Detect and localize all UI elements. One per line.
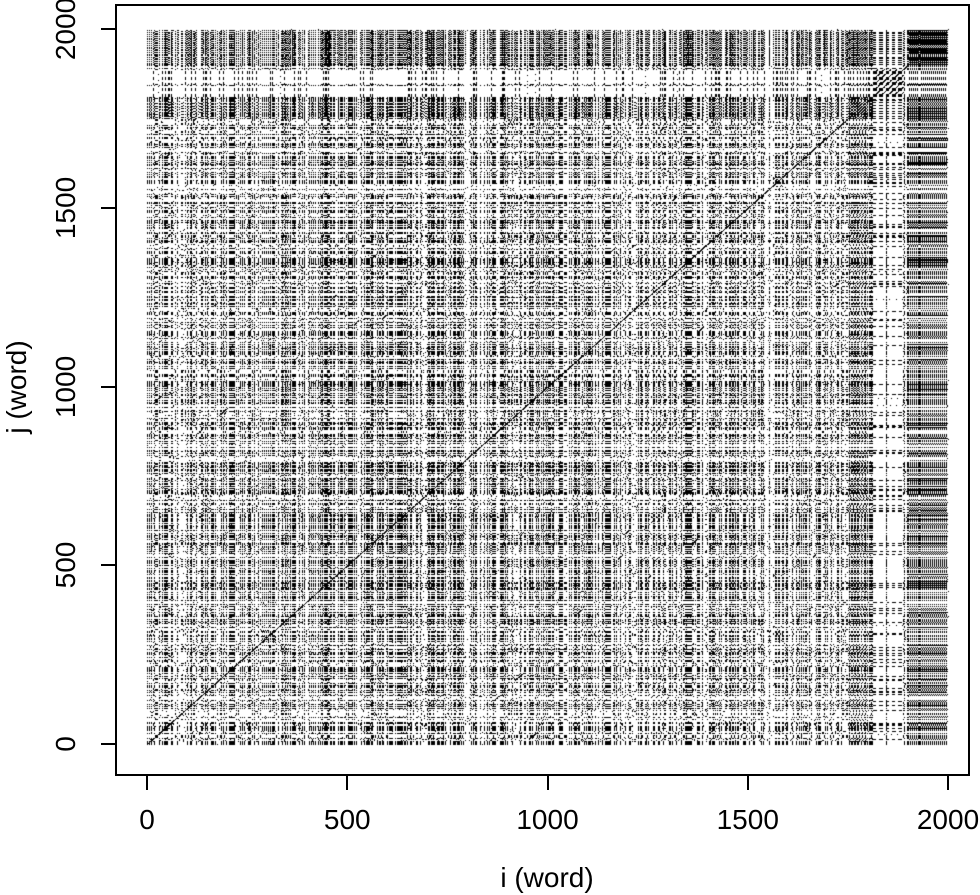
- x-tick-label: 1000: [516, 804, 579, 835]
- x-tick-mark: [746, 776, 749, 790]
- y-tick-mark: [101, 28, 115, 30]
- y-tick-label: 0: [50, 736, 81, 752]
- x-tick-label: 500: [323, 804, 371, 835]
- x-tick-mark: [146, 776, 148, 790]
- y-tick-mark: [101, 743, 115, 745]
- x-tick-label: 2000: [916, 804, 980, 835]
- x-tick-mark: [546, 776, 549, 790]
- y-tick-mark: [101, 564, 115, 567]
- y-axis-title: j (word): [1, 340, 32, 434]
- y-tick-label: 1000: [50, 355, 81, 418]
- x-tick-mark: [947, 776, 949, 790]
- x-tick-label: 1500: [716, 804, 779, 835]
- y-tick-mark: [101, 385, 115, 388]
- recurrence-plot-canvas: [117, 6, 968, 774]
- y-tick-label: 500: [50, 541, 81, 589]
- y-tick-mark: [101, 206, 115, 209]
- y-tick-label: 1500: [50, 176, 81, 239]
- x-tick-mark: [346, 776, 349, 790]
- y-tick-label: 2000: [50, 0, 81, 61]
- x-axis-title: i (word): [500, 862, 594, 893]
- x-tick-label: 0: [139, 804, 155, 835]
